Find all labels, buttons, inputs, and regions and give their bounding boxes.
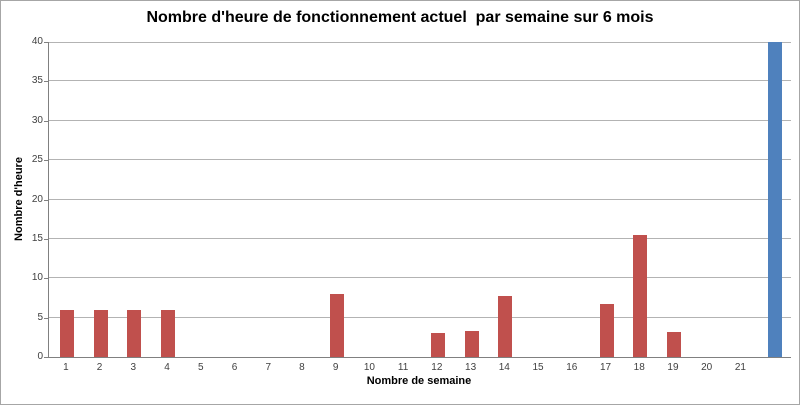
gridline-30 — [49, 119, 791, 121]
y-tick-label-40: 40 — [31, 36, 43, 47]
x-tick-label-4: 4 — [164, 362, 170, 373]
gridline-40 — [49, 42, 791, 43]
x-tick-label-2: 2 — [96, 362, 103, 373]
y-tick-mark-15 — [44, 238, 48, 240]
x-tick-label-16: 16 — [566, 362, 578, 373]
chart-title: Nombre d'heure de fonctionnement actuel … — [146, 9, 654, 26]
bar-heures-actuelles-rouge-week-12 — [430, 333, 445, 357]
x-tick-label-8: 8 — [299, 362, 305, 373]
x-tick-label-18: 18 — [633, 362, 645, 373]
y-tick-mark-10 — [44, 278, 48, 280]
x-tick-label-14: 14 — [498, 362, 510, 373]
bar-barre-bleue-week-22 — [768, 42, 783, 357]
x-tick-label-9: 9 — [332, 362, 339, 373]
gridline-35 — [49, 80, 791, 82]
gridline-5 — [49, 316, 791, 318]
x-tick-label-19: 19 — [667, 362, 679, 373]
x-axis-title: Nombre de semaine — [366, 375, 472, 387]
bar-heures-actuelles-rouge-week-13 — [464, 331, 479, 357]
gridline-15 — [49, 237, 791, 239]
bar-heures-actuelles-rouge-week-9 — [329, 294, 344, 357]
x-tick-label-15: 15 — [532, 362, 544, 373]
x-tick-label-3: 3 — [130, 362, 137, 373]
bar-heures-actuelles-rouge-week-14 — [498, 296, 513, 357]
y-tick-mark-0 — [44, 357, 48, 358]
y-tick-mark-25 — [44, 160, 48, 162]
y-tick-label-10: 10 — [31, 272, 43, 284]
y-tick-label-0: 0 — [37, 351, 43, 362]
y-tick-mark-30 — [44, 120, 48, 122]
x-tick-label-17: 17 — [599, 362, 612, 373]
bar-heures-actuelles-rouge-week-1 — [59, 309, 74, 357]
x-tick-label-11: 11 — [397, 362, 409, 373]
x-tick-label-20: 20 — [701, 362, 713, 373]
plot-area — [48, 42, 791, 358]
x-tick-label-13: 13 — [465, 362, 477, 373]
x-tick-label-1: 1 — [63, 362, 69, 373]
y-tick-label-30: 30 — [31, 114, 43, 126]
y-tick-label-25: 25 — [31, 154, 43, 166]
x-tick-label-12: 12 — [431, 362, 443, 373]
bar-heures-actuelles-rouge-week-18 — [633, 234, 648, 357]
gridline-10 — [49, 277, 791, 279]
gridline-20 — [49, 198, 791, 200]
y-tick-label-5: 5 — [37, 311, 43, 323]
bar-heures-actuelles-rouge-week-2 — [93, 309, 108, 357]
gridline-25 — [49, 159, 791, 161]
y-tick-mark-20 — [44, 199, 48, 201]
x-tick-label-7: 7 — [265, 362, 271, 373]
x-tick-label-21: 21 — [734, 362, 746, 373]
x-tick-label-6: 6 — [231, 362, 238, 373]
y-tick-label-35: 35 — [31, 75, 43, 87]
bar-heures-actuelles-rouge-week-19 — [666, 331, 681, 357]
y-tick-mark-40 — [44, 42, 48, 43]
y-tick-label-20: 20 — [31, 193, 43, 205]
bar-heures-actuelles-rouge-week-4 — [161, 309, 176, 357]
y-tick-label-15: 15 — [31, 232, 43, 244]
y-tick-mark-35 — [44, 81, 48, 83]
bar-heures-actuelles-rouge-week-17 — [599, 304, 614, 357]
y-tick-mark-5 — [44, 317, 48, 319]
bar-heures-actuelles-rouge-week-3 — [127, 309, 142, 357]
x-tick-label-10: 10 — [363, 362, 375, 373]
x-tick-label-5: 5 — [197, 362, 204, 373]
